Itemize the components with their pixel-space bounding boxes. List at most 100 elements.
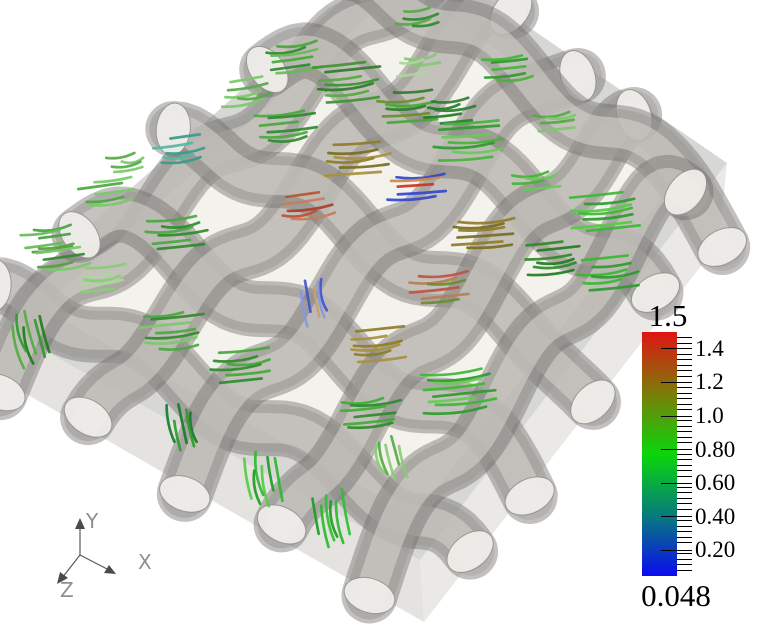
- streamline: [226, 358, 271, 367]
- streamline: [110, 160, 142, 169]
- streamline: [37, 242, 75, 251]
- colorbar-tick: [661, 381, 692, 383]
- streamline: [374, 443, 385, 475]
- streamline: [419, 367, 483, 377]
- streamline: [524, 173, 558, 181]
- streamline: [258, 120, 300, 128]
- streamline: [165, 146, 206, 155]
- streamline: [316, 280, 326, 319]
- streamline: [537, 126, 576, 133]
- streamline: [142, 311, 185, 319]
- colorbar-tick-label: 1.4: [695, 335, 724, 361]
- colorbar-min-label: 0.048: [641, 578, 711, 613]
- streamline-cluster: [253, 109, 318, 144]
- streamline: [340, 396, 385, 405]
- streamline: [112, 165, 144, 174]
- streamline: [585, 223, 642, 233]
- streamline-cluster: [339, 396, 403, 430]
- streamline: [426, 102, 461, 111]
- tube-end-cap: [63, 396, 113, 438]
- streamline: [324, 65, 382, 74]
- streamline: [420, 297, 460, 305]
- streamline-cluster: [299, 277, 329, 328]
- streamline-cluster: [432, 119, 504, 162]
- colorbar-tick: [661, 449, 692, 451]
- streamline-cluster: [144, 214, 209, 251]
- streamline: [160, 155, 202, 165]
- streamline-cluster: [35, 242, 92, 272]
- tube-end-cap: [663, 168, 708, 216]
- colorbar-minor-tick: [677, 520, 692, 522]
- streamline: [352, 339, 403, 348]
- streamline: [172, 419, 182, 452]
- streamline: [583, 197, 636, 206]
- streamline-cluster: [395, 53, 442, 78]
- colorbar-minor-tick: [677, 558, 692, 560]
- streamline: [385, 104, 427, 112]
- streamline: [524, 253, 573, 261]
- streamline: [433, 376, 483, 385]
- streamline-cluster: [423, 96, 477, 125]
- streamline: [158, 343, 200, 351]
- streamline: [338, 162, 390, 169]
- streamline: [177, 403, 188, 445]
- streamline: [154, 327, 197, 335]
- streamline: [397, 444, 409, 479]
- colorbar-minor-tick: [677, 503, 692, 505]
- colorbar-minor-tick: [677, 442, 692, 444]
- axis-y-label: Y: [85, 509, 99, 533]
- colorbar-minor-tick: [677, 542, 692, 544]
- streamline: [441, 132, 493, 139]
- streamline: [104, 151, 136, 160]
- streamline: [156, 242, 206, 251]
- streamline: [356, 355, 408, 364]
- colorbar-minor-tick: [677, 486, 692, 488]
- streamline: [353, 349, 392, 357]
- streamline: [188, 411, 198, 444]
- streamline: [218, 377, 264, 385]
- streamline: [324, 494, 336, 542]
- tube-surface: [266, 100, 650, 540]
- streamline: [169, 133, 202, 140]
- streamline-cluster: [151, 133, 206, 165]
- streamline: [144, 225, 194, 234]
- woven-tube: [253, 87, 663, 553]
- streamline: [224, 89, 262, 99]
- colorbar-minor-tick: [677, 464, 692, 466]
- colorbar-tick: [661, 482, 692, 484]
- streamline: [354, 325, 406, 333]
- streamline: [269, 63, 311, 72]
- streamline: [94, 187, 135, 196]
- streamline: [396, 189, 448, 196]
- streamline: [328, 499, 339, 539]
- tube-end-cap: [697, 227, 747, 267]
- streamline: [483, 72, 527, 79]
- streamline: [333, 151, 392, 160]
- streamline: [151, 238, 192, 246]
- streamline: [311, 497, 321, 536]
- streamline: [350, 334, 388, 341]
- streamline: [432, 141, 495, 150]
- streamline: [332, 140, 381, 147]
- streamline: [325, 156, 375, 164]
- streamline: [209, 363, 262, 372]
- streamline: [45, 261, 92, 272]
- streamline: [386, 117, 439, 125]
- streamline: [38, 314, 51, 354]
- colorbar-minor-tick: [677, 508, 692, 510]
- colorbar-minor-tick: [677, 342, 692, 344]
- streamline-cluster: [311, 487, 352, 549]
- streamline: [312, 286, 321, 319]
- streamline: [212, 355, 259, 363]
- colorbar-minor-tick: [677, 370, 692, 372]
- streamline-cluster: [165, 403, 198, 452]
- axis-x-arrowhead-icon: [104, 565, 116, 574]
- streamline: [84, 262, 128, 270]
- axis-z-arrowhead-icon: [57, 572, 68, 584]
- streamline-cluster: [209, 346, 271, 385]
- colorbar-minor-tick: [677, 536, 692, 538]
- streamline: [439, 118, 474, 125]
- streamline: [526, 268, 575, 277]
- streamline: [83, 274, 122, 283]
